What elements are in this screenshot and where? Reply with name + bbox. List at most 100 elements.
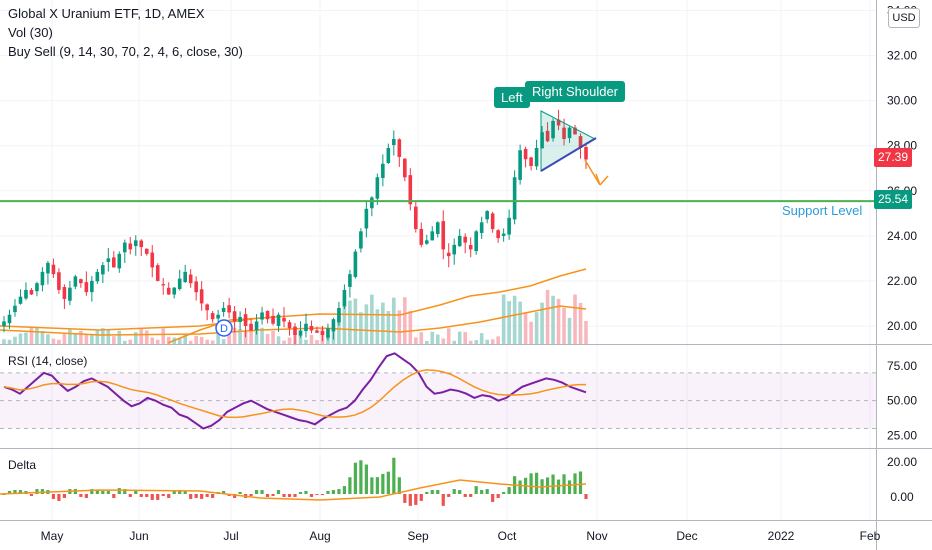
delta-bar — [375, 477, 379, 494]
delta-bar — [430, 490, 434, 494]
delta-bar — [370, 477, 374, 494]
candle-body — [205, 304, 209, 311]
support-price-tag: 25.54 — [874, 190, 913, 209]
volume-bar — [199, 336, 204, 344]
candle-body — [348, 274, 352, 287]
volume-bar — [424, 340, 429, 344]
volume-bar — [545, 289, 550, 344]
delta-bar — [183, 491, 187, 494]
volume-bar — [227, 327, 231, 344]
delta-bar — [315, 494, 319, 495]
volume-bar — [24, 332, 28, 344]
volume-bar — [276, 336, 281, 344]
delta-bar — [342, 486, 347, 494]
candle-body — [254, 321, 259, 331]
delta-bar — [414, 494, 418, 505]
volume-bar — [512, 295, 517, 344]
currency-button[interactable]: USD — [888, 8, 920, 28]
delta-bar — [392, 457, 396, 494]
volume-bar — [375, 309, 380, 344]
candle-body — [40, 271, 45, 286]
volume-bar — [463, 332, 468, 344]
volume-bar — [194, 335, 198, 344]
candle-body — [309, 325, 314, 331]
volume-bar — [79, 330, 83, 344]
volume-bar — [150, 337, 155, 344]
volume-bar — [271, 330, 275, 344]
candle-body — [441, 221, 446, 250]
delta-bar — [425, 492, 429, 494]
candle-body — [529, 157, 533, 166]
delta-bar — [51, 494, 56, 499]
candle-body — [177, 278, 182, 290]
volume-bar — [243, 331, 248, 344]
candle-body — [73, 276, 78, 287]
left-shoulder-label: Left — [494, 87, 530, 108]
delta-bar — [507, 487, 511, 494]
delta-bar — [463, 494, 467, 497]
volume-bar — [68, 329, 72, 344]
volume-bar — [177, 338, 182, 344]
candle-body — [150, 252, 155, 268]
volume-bar — [205, 339, 209, 344]
candle-body — [62, 287, 67, 299]
delta-bar — [57, 494, 61, 501]
delta-bar — [485, 489, 489, 494]
candle-body — [507, 217, 511, 235]
candle-body — [199, 289, 204, 304]
candle-body — [227, 305, 231, 313]
delta-bar — [145, 494, 149, 497]
candle-body — [435, 222, 440, 235]
candle-body — [35, 283, 39, 292]
ma-line-long — [0, 268, 587, 331]
volume-bar — [73, 334, 78, 344]
rsi-ma-line — [3, 369, 586, 419]
delta-bar — [134, 490, 138, 494]
candle-body — [29, 290, 34, 295]
delta-ma-line — [0, 479, 587, 501]
volume-bar — [112, 336, 116, 344]
volume-bar — [435, 334, 440, 344]
candle-body — [551, 120, 555, 139]
volume-bar — [46, 334, 50, 344]
volume-bar — [221, 339, 226, 344]
volume-bar — [249, 326, 253, 344]
volume-bar — [490, 339, 495, 344]
candle-body — [468, 245, 473, 250]
delta-bar — [178, 490, 182, 494]
volume-bar — [84, 334, 89, 344]
delta-bar — [172, 491, 176, 494]
volume-bar — [183, 334, 187, 344]
price-tick-label: 32.00 — [887, 49, 917, 63]
volume-bar — [337, 310, 341, 344]
delta-bar — [112, 494, 116, 498]
rsi-pane — [0, 352, 876, 430]
delta-bar — [469, 494, 473, 497]
candle-body — [342, 289, 347, 307]
delta-bar — [529, 473, 533, 494]
delta-bar — [238, 492, 242, 494]
delta-tick-label: 20.00 — [887, 455, 917, 469]
delta-bar — [326, 491, 330, 494]
delta-bar — [491, 494, 495, 502]
candle-body — [84, 282, 89, 293]
volume-bar — [474, 340, 478, 344]
candle-body — [122, 242, 127, 253]
volume-bar — [62, 333, 67, 344]
price-tick-label: 30.00 — [887, 94, 917, 108]
delta-bar — [29, 494, 34, 496]
time-tick-label: Jun — [129, 529, 148, 543]
delta-bar — [551, 474, 555, 494]
volume-bar — [359, 312, 363, 344]
delta-tick-label: 0.00 — [890, 490, 914, 504]
delta-bar — [40, 489, 45, 494]
delta-bar — [128, 494, 132, 497]
volume-bar — [57, 339, 61, 344]
candle-body — [128, 243, 133, 250]
volume-bar — [413, 337, 418, 344]
delta-bar — [320, 494, 325, 495]
delta-bar — [222, 491, 226, 494]
candle-body — [293, 326, 297, 335]
candle-body — [457, 235, 462, 247]
candle-body — [364, 208, 369, 229]
